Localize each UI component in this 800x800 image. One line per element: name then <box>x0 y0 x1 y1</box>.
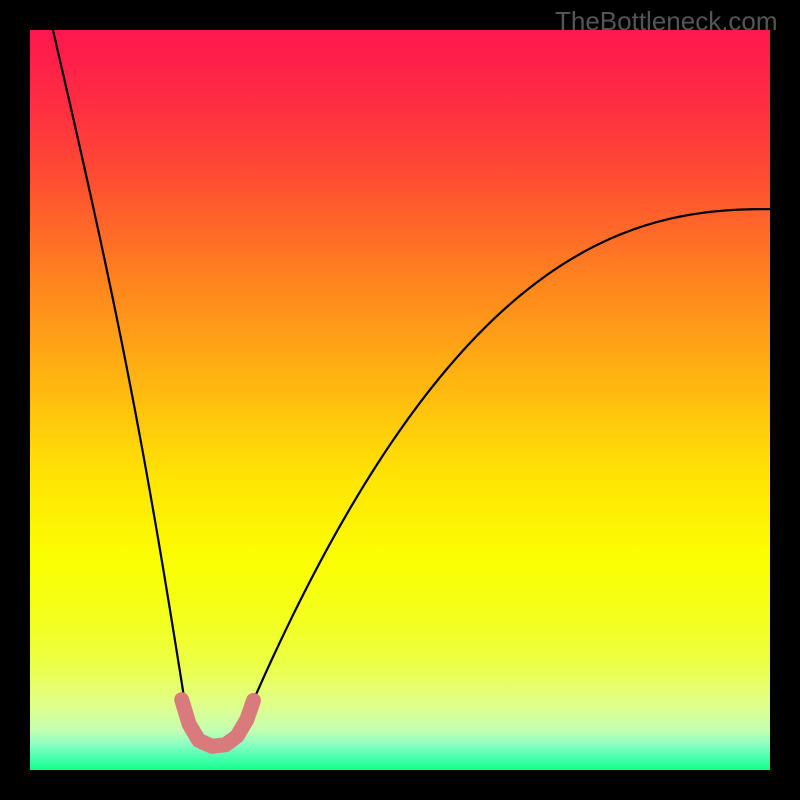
gradient-background <box>30 30 770 770</box>
watermark-text: TheBottleneck.com <box>555 6 778 37</box>
chart-frame: TheBottleneck.com <box>0 0 800 800</box>
plot-svg <box>30 30 770 770</box>
plot-area <box>30 30 770 770</box>
